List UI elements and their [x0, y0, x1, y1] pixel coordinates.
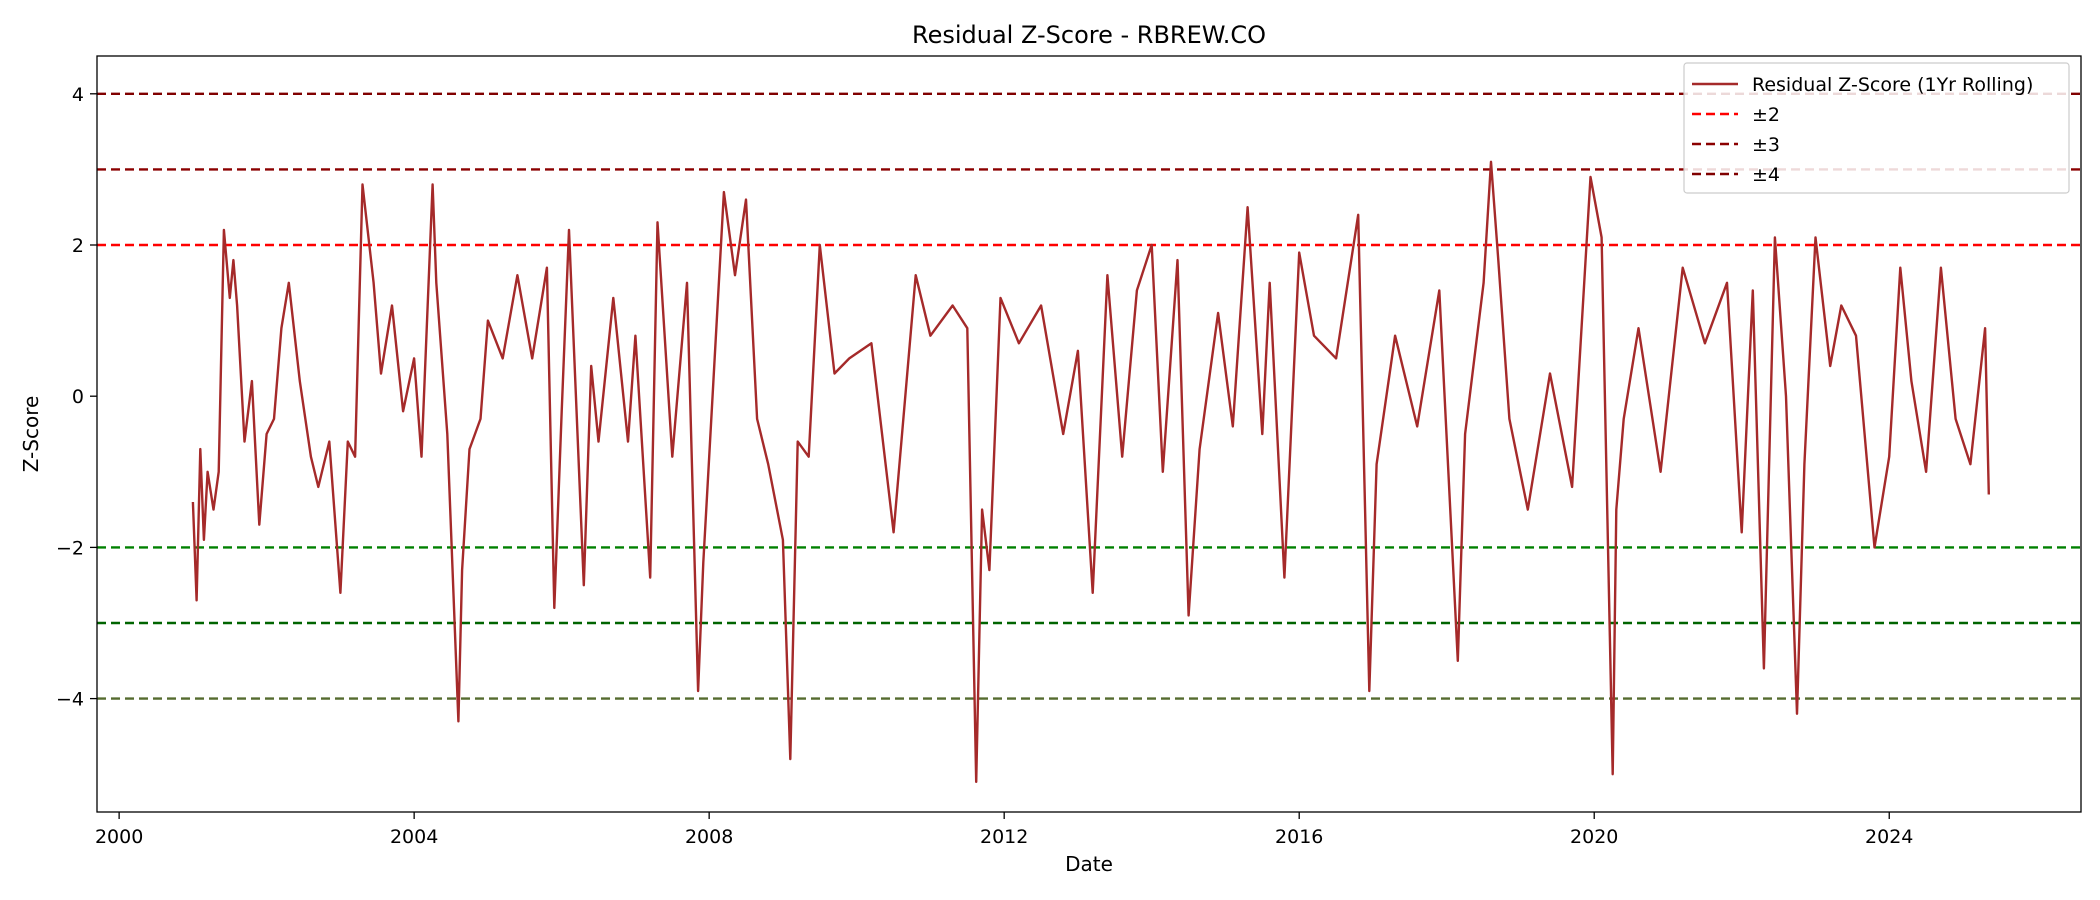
y-tick-label-1: 2: [72, 235, 84, 257]
x-axis: 2000 2004 2008 2012 2016 2020 2024: [95, 812, 1913, 848]
y-axis-title: Z-Score: [19, 396, 43, 473]
legend: Residual Z-Score (1Yr Rolling) ±2 ±3 ±4: [1683, 62, 2070, 194]
series-line-0: [191, 160, 1990, 783]
x-tick-label-1: 2004: [390, 826, 438, 848]
legend-label-0: Residual Z-Score (1Yr Rolling): [1752, 74, 2033, 96]
x-tick-label-2: 2008: [685, 826, 733, 848]
legend-label-1: ±2: [1752, 104, 1780, 126]
y-tick-label-2: 0: [72, 386, 84, 408]
y-tick-label-4: −4: [56, 689, 84, 711]
x-tick-label-5: 2020: [1570, 826, 1618, 848]
plot-frame: [96, 55, 2082, 813]
x-tick-label-4: 2016: [1275, 826, 1323, 848]
x-tick-label-6: 2024: [1865, 826, 1913, 848]
y-tick-label-3: −2: [56, 537, 84, 559]
series-layer: [191, 160, 1990, 783]
x-axis-title: Date: [1065, 852, 1113, 876]
legend-box: [1683, 62, 2070, 194]
y-axis: 4 2 0 −2 −4: [56, 84, 97, 711]
x-tick-label-3: 2012: [980, 826, 1028, 848]
y-tick-label-0: 4: [72, 84, 84, 106]
chart-title: Residual Z-Score - RBREW.CO: [912, 21, 1266, 49]
x-tick-label-0: 2000: [95, 826, 143, 848]
legend-label-2: ±3: [1752, 134, 1780, 156]
legend-label-3: ±4: [1752, 164, 1780, 186]
